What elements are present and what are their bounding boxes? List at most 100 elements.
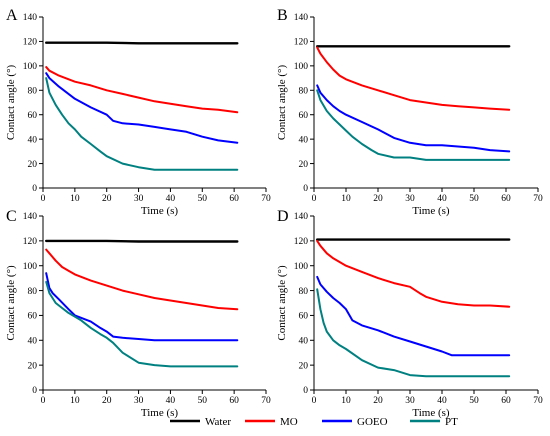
y-tick-label: 0 xyxy=(303,386,308,396)
x-tick-label: 0 xyxy=(312,396,317,406)
y-tick-label: 40 xyxy=(28,135,38,145)
x-axis-title: Time (s) xyxy=(412,407,450,419)
series-line-pt xyxy=(45,77,239,171)
series-line-pt xyxy=(316,89,511,161)
y-tick-label: 140 xyxy=(294,13,309,23)
x-tick-label: 20 xyxy=(373,194,383,204)
panel-b: B 0 20 40 60 80 100 120 140 0 10 20 30 40 50 60 70 Time (… xyxy=(276,7,543,217)
y-tick-label: 80 xyxy=(28,287,38,297)
x-tick-label: 20 xyxy=(373,396,383,406)
x-tick-label: 50 xyxy=(469,194,479,204)
y-tick-label: 60 xyxy=(299,312,309,322)
legend-label-goeo: GOEO xyxy=(357,416,388,428)
x-tick-label: 10 xyxy=(70,396,80,406)
x-tick-label: 60 xyxy=(229,396,239,406)
x-tick-label: 10 xyxy=(341,396,351,406)
y-tick-label: 0 xyxy=(32,386,37,396)
y-tick-label: 20 xyxy=(299,361,309,371)
x-tick-label: 30 xyxy=(134,194,144,204)
x-tick-label: 0 xyxy=(41,194,46,204)
x-axis-title: Time (s) xyxy=(141,205,179,217)
y-tick-label: 140 xyxy=(23,13,38,23)
y-tick-label: 0 xyxy=(32,184,37,194)
x-tick-label: 20 xyxy=(102,194,112,204)
x-tick-label: 60 xyxy=(229,194,239,204)
panel-letter: B xyxy=(277,7,288,24)
panel-letter: C xyxy=(6,208,17,225)
y-tick-label: 140 xyxy=(294,212,309,222)
series-line-mo xyxy=(45,248,239,311)
x-tick-label: 40 xyxy=(437,194,447,204)
panel-letter: D xyxy=(277,208,289,225)
y-tick-label: 40 xyxy=(299,336,309,346)
x-tick-label: 70 xyxy=(261,194,271,204)
y-tick-label: 60 xyxy=(28,111,38,121)
panel-letter: A xyxy=(6,7,18,24)
panel-d: D 0 20 40 60 80 100 120 140 0 10 20 30 40 50 60 70 Time (… xyxy=(276,208,543,419)
legend-label-mo: MO xyxy=(280,416,298,428)
x-tick-label: 30 xyxy=(405,194,415,204)
series-line-water xyxy=(45,41,239,45)
y-tick-label: 60 xyxy=(28,312,38,322)
x-tick-label: 10 xyxy=(70,194,80,204)
x-tick-label: 40 xyxy=(437,396,447,406)
series-line-mo xyxy=(316,46,511,111)
x-tick-label: 50 xyxy=(198,194,208,204)
y-tick-label: 80 xyxy=(299,287,309,297)
y-tick-label: 20 xyxy=(299,160,309,170)
y-tick-label: 80 xyxy=(299,86,309,96)
x-tick-label: 50 xyxy=(198,396,208,406)
series-line-water xyxy=(45,239,239,243)
y-tick-label: 120 xyxy=(23,38,38,48)
series-line-pt xyxy=(316,288,511,378)
x-tick-label: 50 xyxy=(469,396,479,406)
y-tick-label: 100 xyxy=(23,62,38,72)
y-axis-title: Contact angle (°) xyxy=(276,65,288,141)
x-tick-label: 40 xyxy=(166,194,176,204)
series-line-goeo xyxy=(45,272,239,342)
x-tick-label: 60 xyxy=(501,194,511,204)
y-tick-label: 120 xyxy=(294,237,309,247)
y-tick-label: 120 xyxy=(23,237,38,247)
y-tick-label: 140 xyxy=(23,212,38,222)
legend-label-water: Water xyxy=(205,416,231,428)
y-tick-label: 20 xyxy=(28,361,38,371)
y-tick-label: 100 xyxy=(294,62,309,72)
x-tick-label: 30 xyxy=(405,396,415,406)
x-tick-label: 70 xyxy=(533,396,543,406)
y-tick-label: 100 xyxy=(294,262,309,272)
x-tick-label: 70 xyxy=(533,194,543,204)
x-tick-label: 20 xyxy=(102,396,112,406)
x-tick-label: 60 xyxy=(501,396,511,406)
y-axis-title: Contact angle (°) xyxy=(5,65,17,141)
y-axis-title: Contact angle (°) xyxy=(5,265,17,341)
panel-a: A 0 20 40 60 80 100 120 140 0 10 20 30 40 50 60 70 Time (… xyxy=(5,7,271,217)
x-axis-title: Time (s) xyxy=(412,205,450,217)
series-line-pt xyxy=(45,280,239,368)
y-tick-label: 120 xyxy=(294,38,309,48)
y-tick-label: 100 xyxy=(23,262,38,272)
legend-label-pt: PT xyxy=(445,416,458,428)
x-tick-label: 70 xyxy=(261,396,271,406)
x-tick-label: 0 xyxy=(312,194,317,204)
x-axis-title: Time (s) xyxy=(141,407,179,419)
series-line-goeo xyxy=(316,84,511,153)
y-tick-label: 20 xyxy=(28,160,38,170)
series-line-goeo xyxy=(45,72,239,144)
panel-c: C 0 20 40 60 80 100 120 140 0 10 20 30 40 50 60 70 Time (… xyxy=(5,208,271,419)
series-line-mo xyxy=(316,239,511,308)
series-line-goeo xyxy=(316,275,511,357)
y-tick-label: 40 xyxy=(28,336,38,346)
y-tick-label: 0 xyxy=(303,184,308,194)
y-tick-label: 60 xyxy=(299,111,309,121)
legend: Water MO GOEO PT xyxy=(170,416,458,428)
series-line-mo xyxy=(45,66,239,114)
x-tick-label: 30 xyxy=(134,396,144,406)
y-tick-label: 80 xyxy=(28,86,38,96)
y-axis-title: Contact angle (°) xyxy=(276,265,288,341)
x-tick-label: 40 xyxy=(166,396,176,406)
x-tick-label: 0 xyxy=(41,396,46,406)
x-tick-label: 10 xyxy=(341,194,351,204)
